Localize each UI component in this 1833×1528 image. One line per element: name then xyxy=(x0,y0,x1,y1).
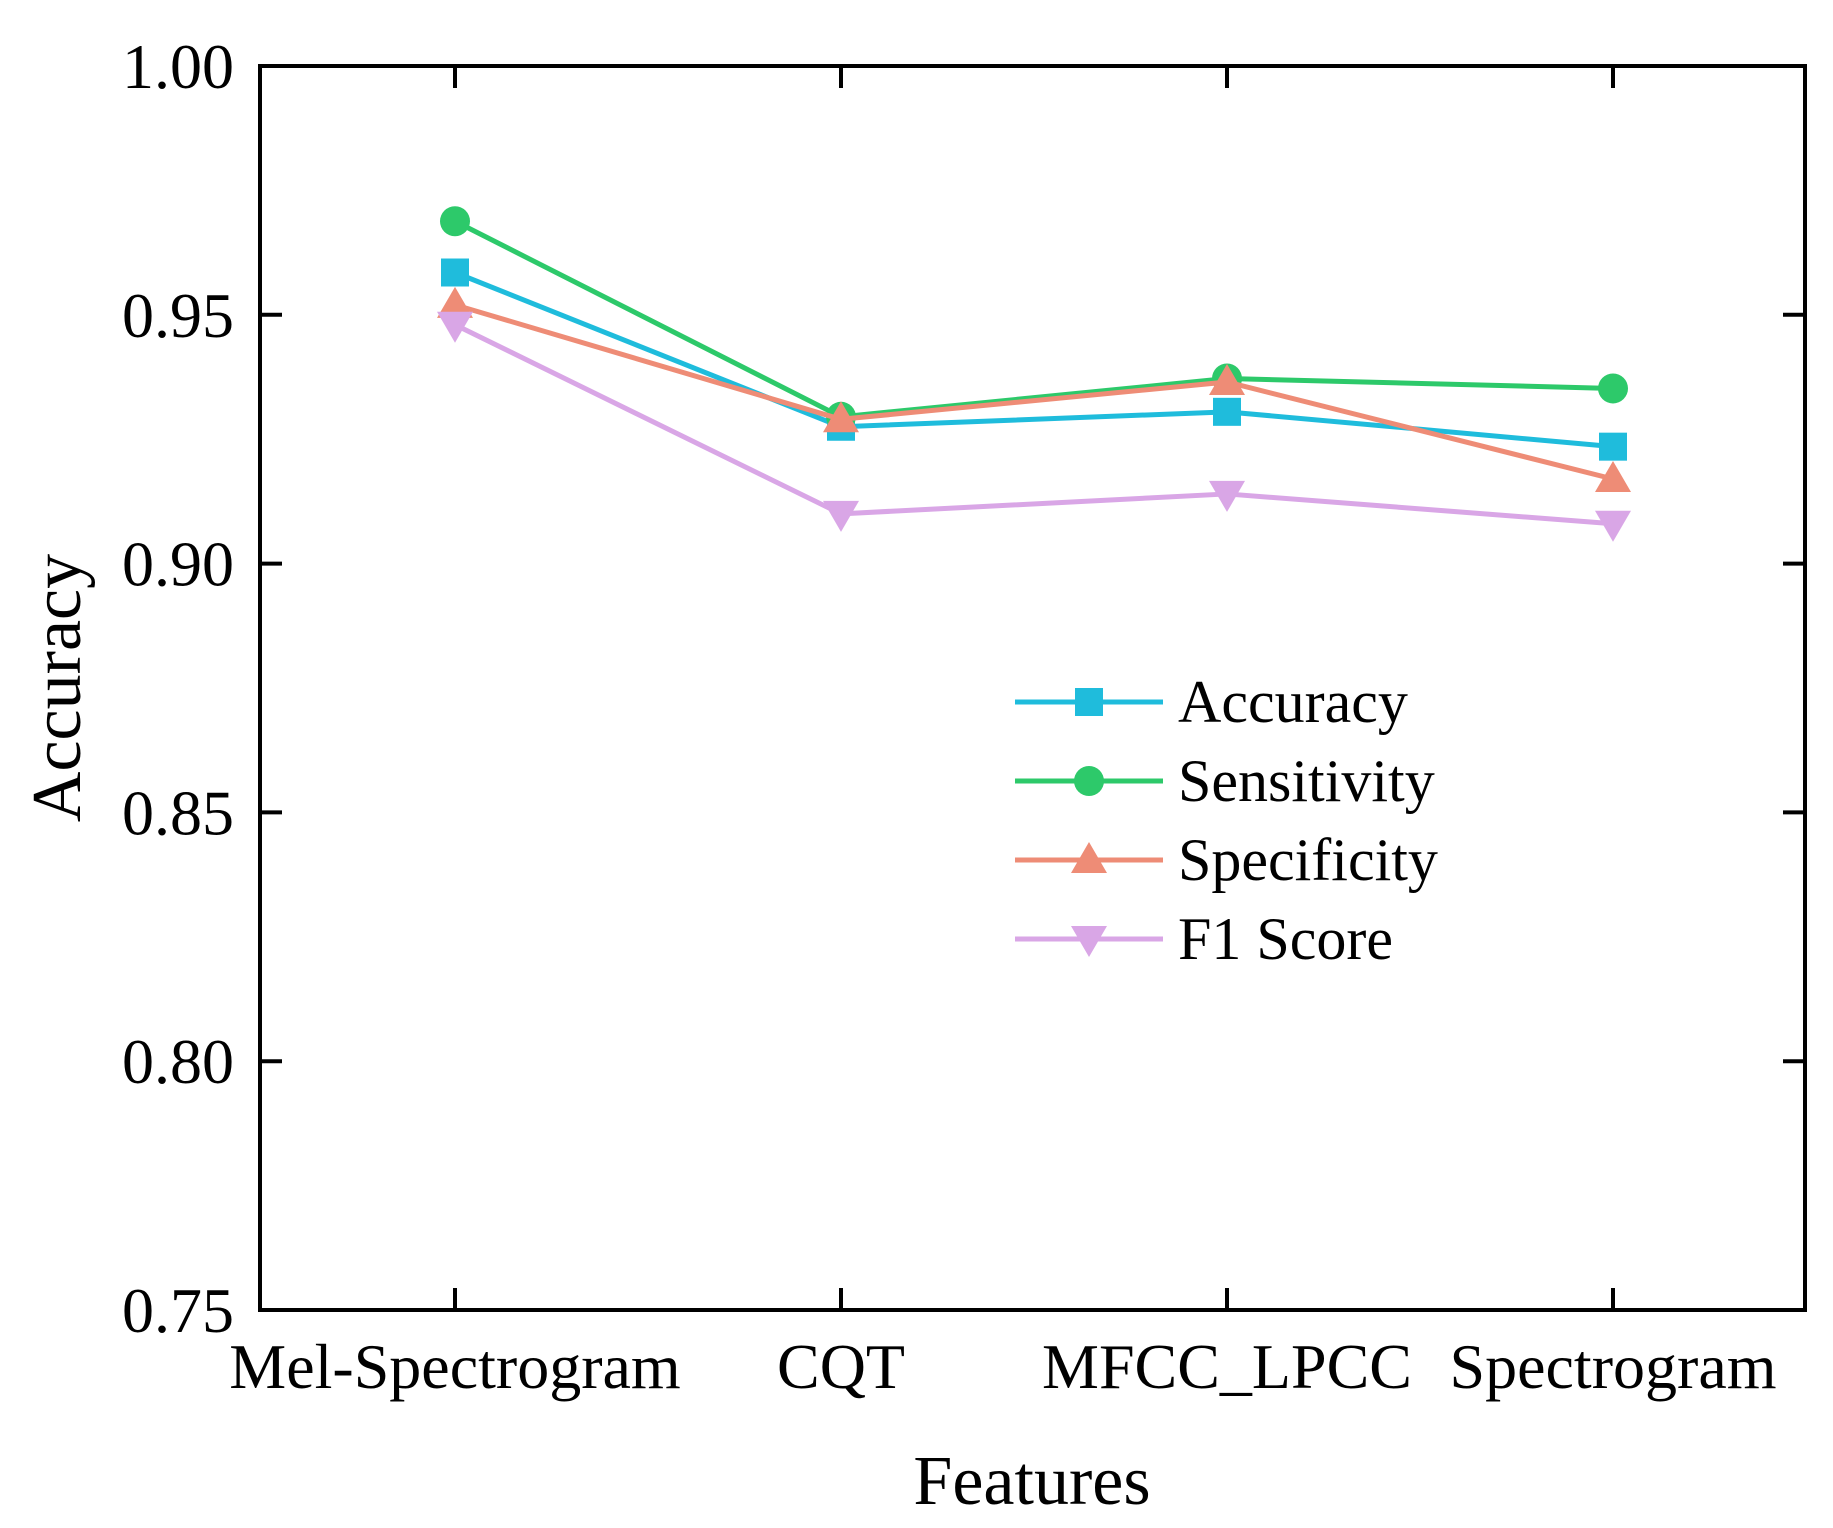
legend-label: Specificity xyxy=(1178,827,1438,893)
data-point xyxy=(440,206,470,237)
legend-marker xyxy=(1071,842,1107,873)
series-line-sensitivity xyxy=(453,219,1614,420)
series-layer xyxy=(437,206,1631,542)
data-point xyxy=(823,500,859,532)
x-tick-label: MFCC_LPCC xyxy=(1042,1331,1412,1402)
legend: Accuracy Sensitivity Specificity F1 Score xyxy=(1015,669,1438,972)
y-axis-title: Accuracy xyxy=(19,554,96,822)
data-point xyxy=(1598,373,1628,404)
data-point xyxy=(1209,363,1245,395)
ticks-layer: 0.75 0.80 0.85 0.90 0.95 1.00 Mel-Spectrogram C… xyxy=(122,31,1805,1402)
data-point xyxy=(1209,480,1245,512)
data-point xyxy=(1595,461,1631,493)
plot-frame xyxy=(258,64,1807,1312)
legend-marker xyxy=(1075,688,1103,716)
legend-marker xyxy=(1071,926,1107,957)
legend-label: Sensitivity xyxy=(1178,748,1435,814)
y-tick-label: 0.90 xyxy=(122,529,234,600)
data-point xyxy=(1213,397,1241,426)
data-point xyxy=(1595,510,1631,542)
data-point xyxy=(441,258,469,287)
y-tick-label: 1.00 xyxy=(122,31,234,102)
legend-marker xyxy=(1074,766,1104,796)
legend-item: F1 Score xyxy=(1015,906,1393,972)
legend-item: Accuracy xyxy=(1015,669,1408,735)
legend-item: Sensitivity xyxy=(1015,748,1435,814)
x-axis-title: Features xyxy=(913,1443,1150,1520)
series-line-specificity xyxy=(454,302,1614,482)
data-point xyxy=(437,286,473,318)
x-tick-label: Mel-Spectrogram xyxy=(229,1331,680,1402)
data-point xyxy=(823,401,859,433)
legend-label: F1 Score xyxy=(1178,906,1393,972)
data-point xyxy=(1599,432,1627,461)
series-line-accuracy xyxy=(454,270,1614,450)
data-point xyxy=(437,311,473,343)
legend-label: Accuracy xyxy=(1178,669,1408,735)
series-line-f1-score xyxy=(453,322,1614,527)
x-tick-label: Spectrogram xyxy=(1450,1331,1777,1402)
y-tick-label: 0.85 xyxy=(122,777,234,848)
x-tick-label: CQT xyxy=(777,1331,905,1402)
legend-item: Specificity xyxy=(1015,827,1438,893)
y-tick-label: 0.80 xyxy=(122,1026,234,1097)
y-tick-label: 0.75 xyxy=(122,1275,234,1346)
y-tick-label: 0.95 xyxy=(122,280,234,351)
